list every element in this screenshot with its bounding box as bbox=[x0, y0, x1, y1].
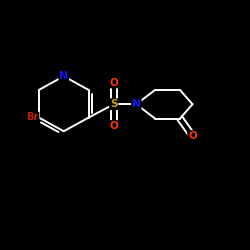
Text: O: O bbox=[110, 121, 118, 131]
Text: S: S bbox=[110, 99, 118, 109]
Text: Br: Br bbox=[26, 112, 38, 122]
Text: O: O bbox=[110, 78, 118, 88]
Text: N: N bbox=[132, 99, 140, 109]
Text: O: O bbox=[188, 131, 197, 141]
Text: N: N bbox=[60, 71, 68, 81]
